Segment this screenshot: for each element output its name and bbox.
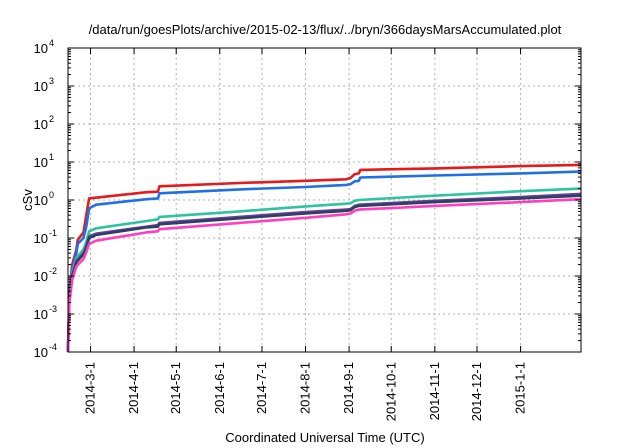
y-tick-label: 10: [34, 307, 48, 322]
y-tick-label: 10: [34, 345, 48, 360]
series-line-4: [66, 192, 582, 353]
series-line-5: [66, 194, 582, 353]
x-axis-label: Coordinated Universal Time (UTC): [225, 430, 424, 445]
x-tick-label: 2014-9-1: [341, 362, 356, 414]
y-tick-exponent: -2: [49, 266, 57, 276]
y-tick-label: 10: [34, 79, 48, 94]
y-tick-label: 10: [34, 231, 48, 246]
y-tick-exponent: 4: [49, 38, 54, 48]
x-tick-label: 2014-4-1: [126, 362, 141, 414]
x-axis-ticks: 2014-3-1 2014-4-1 2014-5-1 2014-6-1 2014-7-1…: [82, 48, 528, 421]
x-tick-label: 2015-1-1: [513, 362, 528, 414]
x-tick-label: 2014-5-1: [168, 362, 183, 414]
series-group: [66, 163, 582, 353]
x-tick-label: 2014-12-1: [469, 362, 484, 421]
x-tick-label: 2014-3-1: [82, 362, 97, 414]
x-tick-label: 2014-7-1: [254, 362, 269, 414]
series-line-3: [66, 187, 582, 353]
y-tick-label: 10: [34, 117, 48, 132]
y-tick-exponent: 1: [49, 152, 54, 162]
y-tick-label: 10: [34, 155, 48, 170]
x-tick-label: 2014-6-1: [212, 362, 227, 414]
series-line-2: [66, 170, 582, 353]
x-tick-label: 2014-11-1: [427, 362, 442, 420]
chart-title: /data/run/goesPlots/archive/2015-02-13/f…: [89, 22, 562, 37]
y-tick-label: 10: [34, 193, 48, 208]
y-tick-exponent: 3: [49, 76, 54, 86]
y-tick-exponent: 0: [49, 190, 54, 200]
series-line-6: [66, 197, 582, 353]
y-tick-exponent: -1: [49, 228, 57, 238]
y-tick-label: 10: [34, 41, 48, 56]
y-tick-label: 10: [34, 269, 48, 284]
y-axis-label: cSv: [20, 189, 35, 211]
y-tick-exponent: -4: [49, 342, 57, 352]
x-tick-label: 2014-10-1: [383, 362, 398, 421]
x-tick-label: 2014-8-1: [298, 362, 313, 414]
y-tick-exponent: 2: [49, 114, 54, 124]
y-tick-exponent: -3: [49, 304, 57, 314]
